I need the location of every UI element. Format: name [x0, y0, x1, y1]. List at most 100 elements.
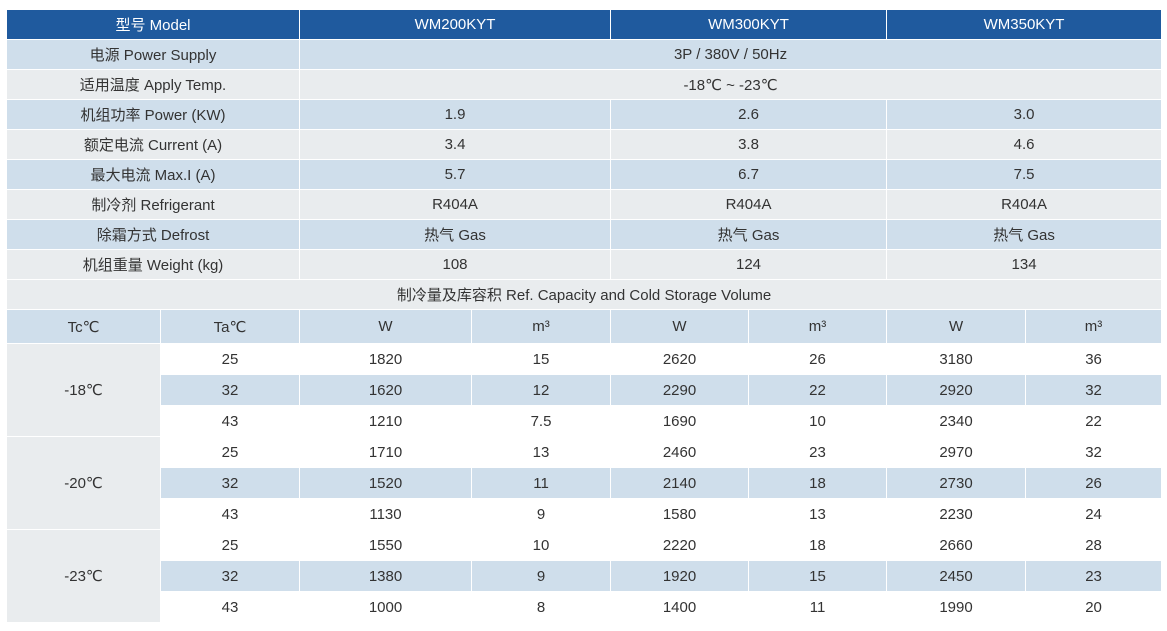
capacity-column-header: m³ [748, 309, 888, 344]
capacity-column-header: m³ [470, 309, 612, 344]
capacity-cell: 26 [1025, 467, 1163, 499]
spec-value: 3.4 [298, 129, 612, 160]
model-name: WM300KYT [610, 9, 888, 40]
capacity-row: 43 1130 9 1580 13 2230 24 [7, 498, 1163, 530]
capacity-cell: 25 [160, 343, 300, 375]
capacity-cell: 2460 [610, 436, 750, 468]
spec-row: 除霜方式 Defrost 热气 Gas 热气 Gas 热气 Gas [6, 219, 1163, 250]
spec-value: 热气 Gas [610, 219, 888, 250]
capacity-column-header: W [299, 309, 472, 344]
spec-value: 热气 Gas [886, 219, 1163, 250]
capacity-cell: 2660 [886, 529, 1027, 561]
spec-row: 制冷剂 Refrigerant R404A R404A R404A [6, 189, 1163, 220]
capacity-cell: 1130 [299, 498, 472, 530]
capacity-row: 32 1620 12 2290 22 2920 32 [7, 374, 1163, 406]
capacity-row: 32 1520 11 2140 18 2730 26 [7, 467, 1163, 499]
capacity-cell: 1990 [886, 591, 1027, 623]
spec-label: 电源 Power Supply [6, 39, 300, 70]
spec-value-shared: -18℃ ~ -23℃ [298, 69, 1163, 100]
spec-value: 4.6 [886, 129, 1163, 160]
capacity-cell: 11 [748, 591, 888, 623]
capacity-cell: 2920 [886, 374, 1027, 406]
capacity-cell: 2290 [610, 374, 750, 406]
spec-value: 6.7 [610, 159, 888, 190]
model-header-label: 型号 Model [6, 9, 300, 40]
capacity-cell: 1400 [610, 591, 750, 623]
capacity-cell: 25 [160, 436, 300, 468]
capacity-row: 43 1000 8 1400 11 1990 20 [7, 591, 1163, 623]
spec-label: 机组重量 Weight (kg) [6, 249, 300, 280]
capacity-row: 32 1380 9 1920 15 2450 23 [7, 560, 1163, 592]
capacity-cell: 32 [160, 467, 300, 499]
capacity-cell: 36 [1025, 343, 1163, 375]
capacity-column-header: Ta℃ [160, 309, 300, 344]
spec-value: 5.7 [298, 159, 612, 190]
capacity-cell: 1920 [610, 560, 750, 592]
tc-group-label: -20℃ [6, 436, 161, 530]
spec-label: 制冷剂 Refrigerant [6, 189, 300, 220]
spec-row: 机组重量 Weight (kg) 108 124 134 [6, 249, 1163, 280]
capacity-cell: 1000 [299, 591, 472, 623]
capacity-cell: 10 [748, 405, 888, 437]
spec-row: 机组功率 Power (KW) 1.9 2.6 3.0 [6, 99, 1163, 130]
capacity-cell: 25 [160, 529, 300, 561]
model-name: WM350KYT [886, 9, 1163, 40]
capacity-cell: 20 [1025, 591, 1163, 623]
capacity-cell: 10 [470, 529, 612, 561]
capacity-cell: 2340 [886, 405, 1027, 437]
capacity-cell: 1520 [299, 467, 472, 499]
capacity-cell: 32 [1025, 436, 1163, 468]
tc-group-label: -23℃ [6, 529, 161, 623]
capacity-cell: 2450 [886, 560, 1027, 592]
capacity-cell: 2220 [610, 529, 750, 561]
spec-value: R404A [610, 189, 888, 220]
spec-row: 适用温度 Apply Temp. -18℃ ~ -23℃ [6, 69, 1163, 100]
capacity-cell: 15 [470, 343, 612, 375]
spec-value-shared: 3P / 380V / 50Hz [298, 39, 1163, 70]
capacity-cell: 11 [470, 467, 612, 499]
capacity-cell: 15 [748, 560, 888, 592]
capacity-cell: 22 [1025, 405, 1163, 437]
spec-value: 1.9 [298, 99, 612, 130]
spec-table: 型号 Model WM200KYT WM300KYT WM350KYT 电源 P… [5, 9, 1163, 623]
capacity-cell: 2730 [886, 467, 1027, 499]
capacity-cell: 32 [160, 560, 300, 592]
spec-value: 7.5 [886, 159, 1163, 190]
capacity-cell: 3180 [886, 343, 1027, 375]
capacity-cell: 9 [470, 560, 612, 592]
capacity-cell: 22 [748, 374, 888, 406]
spec-label: 额定电流 Current (A) [6, 129, 300, 160]
spec-label: 适用温度 Apply Temp. [6, 69, 300, 100]
capacity-cell: 1210 [299, 405, 472, 437]
capacity-cell: 9 [470, 498, 612, 530]
spec-value: 134 [886, 249, 1163, 280]
spec-row: 最大电流 Max.I (A) 5.7 6.7 7.5 [6, 159, 1163, 190]
capacity-cell: 18 [748, 529, 888, 561]
spec-value: R404A [298, 189, 612, 220]
capacity-cell: 28 [1025, 529, 1163, 561]
capacity-cell: 1620 [299, 374, 472, 406]
capacity-cell: 43 [160, 591, 300, 623]
capacity-cell: 7.5 [470, 405, 612, 437]
capacity-title: 制冷量及库容积 Ref. Capacity and Cold Storage V… [5, 279, 1163, 310]
spec-value: 3.0 [886, 99, 1163, 130]
capacity-cell: 2970 [886, 436, 1027, 468]
capacity-cell: 23 [1025, 560, 1163, 592]
capacity-column-header: m³ [1025, 309, 1163, 344]
tc-group-label: -18℃ [6, 343, 161, 437]
spec-label: 机组功率 Power (KW) [6, 99, 300, 130]
capacity-cell: 32 [1025, 374, 1163, 406]
capacity-cell: 1550 [299, 529, 472, 561]
capacity-cell: 1710 [299, 436, 472, 468]
spec-value: 2.6 [610, 99, 888, 130]
capacity-cell: 1380 [299, 560, 472, 592]
capacity-row: -18℃ 25 1820 15 2620 26 3180 36 [6, 343, 1163, 437]
capacity-cell: 43 [160, 405, 300, 437]
capacity-cell: 2230 [886, 498, 1027, 530]
spec-value: 热气 Gas [298, 219, 612, 250]
capacity-cell: 12 [470, 374, 612, 406]
capacity-row: -23℃ 25 1550 10 2220 18 2660 28 [6, 529, 1163, 623]
spec-value: 108 [298, 249, 612, 280]
capacity-title-row: 制冷量及库容积 Ref. Capacity and Cold Storage V… [5, 279, 1163, 310]
